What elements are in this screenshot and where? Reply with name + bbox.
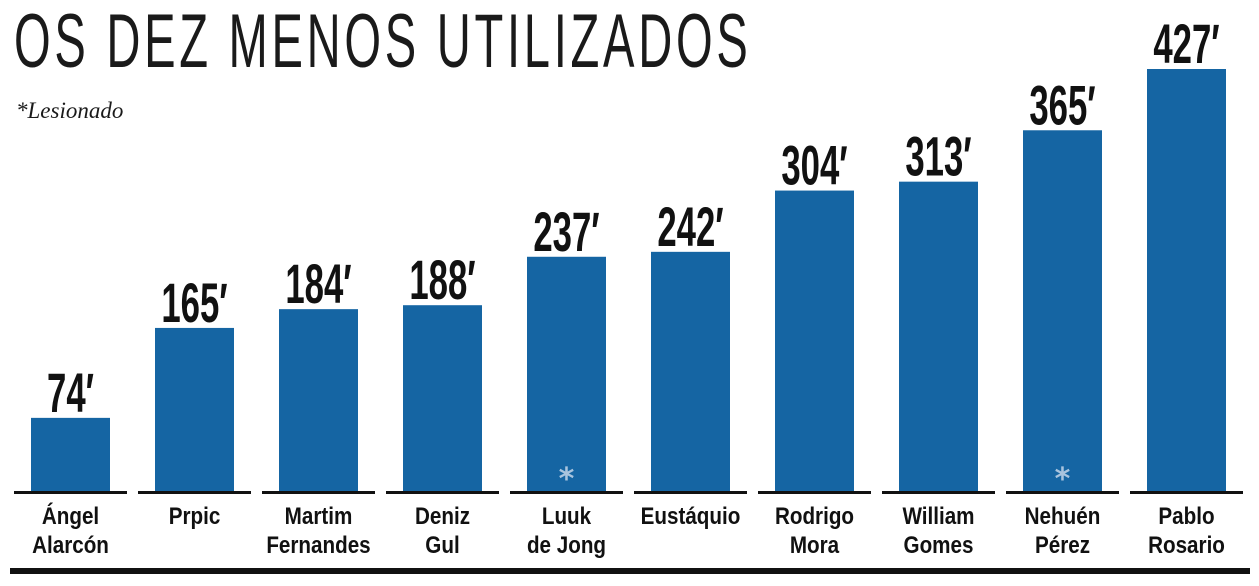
category-label: Deniz xyxy=(415,503,470,530)
bar-baseline xyxy=(14,491,127,494)
category-label: Pablo xyxy=(1158,503,1214,530)
category-label: Fernandes xyxy=(266,532,370,559)
bar xyxy=(31,417,110,491)
bar xyxy=(775,190,854,491)
category-label: Ángel xyxy=(42,503,99,530)
injury-marker: * xyxy=(1055,462,1071,497)
category-label: Rodrigo xyxy=(775,503,854,530)
bar xyxy=(651,251,730,491)
value-label: 427′ xyxy=(1153,13,1219,76)
category-label: de Jong xyxy=(527,532,606,559)
category-label: Gomes xyxy=(904,532,974,559)
value-label: 165′ xyxy=(161,271,227,334)
category-label: Gul xyxy=(425,532,459,559)
value-label: 242′ xyxy=(657,195,723,258)
bar-baseline xyxy=(386,491,499,494)
bar-baseline xyxy=(1130,491,1243,494)
bar-baseline xyxy=(510,491,623,494)
bar-baseline xyxy=(882,491,995,494)
bar-baseline xyxy=(138,491,251,494)
value-label: 365′ xyxy=(1029,74,1095,137)
category-label: Prpic xyxy=(169,503,221,530)
bar-baseline xyxy=(758,491,871,494)
bar xyxy=(155,327,234,491)
bar xyxy=(899,181,978,491)
chart-title: OS DEZ MENOS UTILIZADOS xyxy=(14,0,752,84)
category-label: Mora xyxy=(790,532,840,559)
category-label: Nehuén xyxy=(1025,503,1101,530)
injury-marker: * xyxy=(559,462,575,497)
category-label: Luuk xyxy=(542,503,592,530)
category-label: Alarcón xyxy=(32,532,109,559)
bar xyxy=(527,256,606,491)
value-label: 237′ xyxy=(533,200,599,263)
value-label: 184′ xyxy=(285,253,351,316)
category-label: Rosario xyxy=(1148,532,1225,559)
category-label: Eustáquio xyxy=(641,503,741,530)
value-label: 313′ xyxy=(905,125,971,188)
bar xyxy=(1147,69,1226,491)
bar-baseline xyxy=(634,491,747,494)
bar xyxy=(1023,130,1102,492)
value-label: 188′ xyxy=(409,249,475,312)
injury-note: *Lesionado xyxy=(16,98,124,123)
bar-baseline xyxy=(262,491,375,494)
value-label: 304′ xyxy=(781,134,847,197)
value-label: 74′ xyxy=(47,361,94,424)
category-label: Martim xyxy=(285,503,353,530)
bottom-rule xyxy=(10,568,1250,574)
category-label: William xyxy=(902,503,974,530)
bar-baseline xyxy=(1006,491,1119,494)
bar xyxy=(403,305,482,491)
category-label: Pérez xyxy=(1035,532,1090,559)
bar xyxy=(279,309,358,491)
